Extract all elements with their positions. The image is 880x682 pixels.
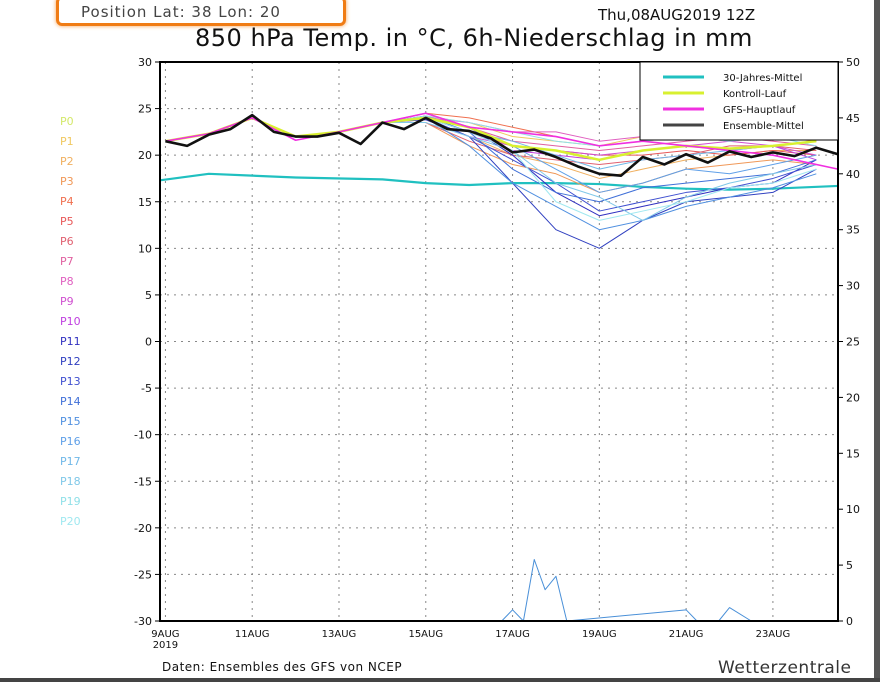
member-label: P16 <box>60 435 81 448</box>
precipitation-line <box>501 559 752 622</box>
member-label: P0 <box>60 115 74 128</box>
brand-logo: Wetterzentrale <box>718 658 852 678</box>
member-label: P5 <box>60 215 74 228</box>
y-tick-label: -10 <box>134 429 152 442</box>
chart-title: 850 hPa Temp. in °C, 6h-Niederschlag in … <box>195 24 753 52</box>
member-label: P20 <box>60 515 81 528</box>
x-tick-label: 17AUG <box>495 629 530 640</box>
y-tick-label: -30 <box>134 615 152 628</box>
y-tick-label: -25 <box>134 568 152 581</box>
y2-tick-label: 15 <box>846 447 860 460</box>
plot-frame <box>159 61 839 622</box>
y2-tick-label: 45 <box>846 112 860 125</box>
y2-tick-label: 20 <box>846 391 860 404</box>
y-tick-label: 15 <box>138 196 152 209</box>
run-date: Thu,08AUG2019 12Z <box>598 6 756 24</box>
member-label: P15 <box>60 415 81 428</box>
y-tick-label: 5 <box>145 289 152 302</box>
y-tick-label: -20 <box>134 522 152 535</box>
y2-tick-label: 40 <box>846 168 860 181</box>
legend-label: Ensemble-Mittel <box>723 121 804 132</box>
member-label: P11 <box>60 335 81 348</box>
legend-box <box>639 61 839 141</box>
member-label: P10 <box>60 315 81 328</box>
legend-label: GFS-Hauptlauf <box>723 105 796 116</box>
y2-tick-label: 0 <box>846 615 853 628</box>
x-tick-label: 13AUG <box>322 629 357 640</box>
x-tick-label: 11AUG <box>235 629 270 640</box>
gfs-main-run-line <box>165 112 839 170</box>
y-tick-label: 30 <box>138 56 152 69</box>
y2-tick-label: 10 <box>846 503 860 516</box>
member-label: P13 <box>60 375 81 388</box>
x-tick-label: 15AUG <box>408 629 443 640</box>
x-tick-label: 21AUG <box>669 629 704 640</box>
y2-tick-label: 50 <box>846 56 860 69</box>
window-edge-bottom <box>0 678 880 682</box>
y-tick-label: -5 <box>141 382 152 395</box>
window-edge <box>874 0 880 682</box>
control-run-line <box>165 116 817 162</box>
y2-tick-label: 35 <box>846 224 860 237</box>
member-label: P12 <box>60 355 81 368</box>
y2-tick-label: 30 <box>846 280 860 293</box>
legend-label: Kontroll-Lauf <box>723 89 787 100</box>
x-tick-label: 9AUG <box>151 629 179 640</box>
member-label: P3 <box>60 175 74 188</box>
x-tick-sublabel: 2019 <box>153 640 178 651</box>
x-tick-label: 23AUG <box>756 629 791 640</box>
member-label: P8 <box>60 275 74 288</box>
y-tick-label: 10 <box>138 242 152 255</box>
member-label: P17 <box>60 455 81 468</box>
data-source: Daten: Ensembles des GFS von NCEP <box>162 660 403 674</box>
y2-tick-label: 5 <box>846 559 853 572</box>
member-label: P19 <box>60 495 81 508</box>
y-tick-label: 20 <box>138 149 152 162</box>
legend-label: 30-Jahres-Mittel <box>723 73 802 84</box>
y-tick-label: 0 <box>145 336 152 349</box>
member-label: P14 <box>60 395 81 408</box>
y-tick-label: 25 <box>138 103 152 116</box>
member-label: P2 <box>60 155 74 168</box>
member-label: P4 <box>60 195 74 208</box>
ensemble-mean-line <box>165 113 839 177</box>
member-label: P7 <box>60 255 74 268</box>
member-label: P1 <box>60 135 74 148</box>
y-tick-label: -15 <box>134 475 152 488</box>
member-label: P18 <box>60 475 81 488</box>
member-label: P6 <box>60 235 74 248</box>
position-label: Position Lat: 38 Lon: 20 <box>56 0 346 26</box>
y2-tick-label: 25 <box>846 336 860 349</box>
x-tick-label: 19AUG <box>582 629 617 640</box>
member-label: P9 <box>60 295 74 308</box>
